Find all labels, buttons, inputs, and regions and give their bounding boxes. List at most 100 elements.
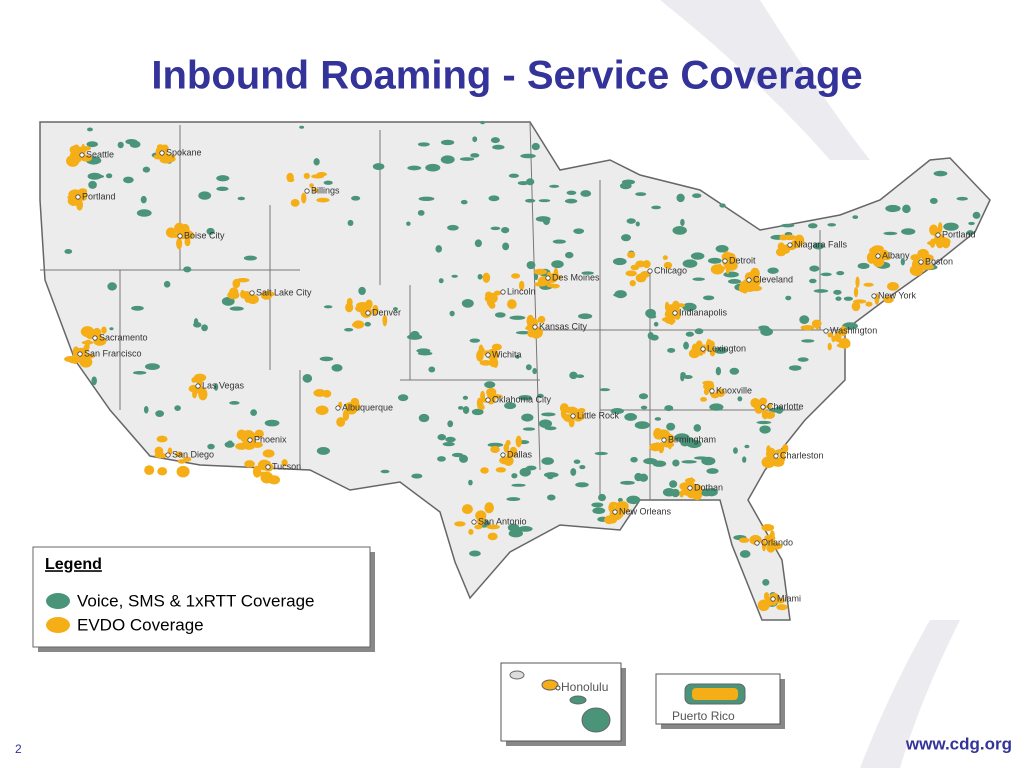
coverage-voice	[694, 456, 709, 460]
coverage-evdo	[476, 350, 484, 362]
coverage-evdo	[649, 442, 662, 452]
coverage-evdo	[486, 503, 493, 509]
coverage-evdo	[490, 445, 500, 454]
coverage-evdo	[176, 237, 183, 250]
coverage-evdo	[766, 445, 771, 455]
coverage-voice	[490, 137, 500, 144]
coverage-evdo	[775, 597, 786, 604]
coverage-voice	[610, 408, 624, 415]
coverage-evdo	[533, 282, 547, 287]
coverage-evdo	[309, 183, 314, 188]
city-dot	[532, 324, 538, 330]
coverage-evdo	[716, 389, 724, 396]
coverage-voice	[142, 166, 151, 173]
coverage-voice	[666, 422, 676, 431]
coverage-voice	[213, 383, 219, 391]
coverage-evdo	[244, 460, 255, 468]
coverage-voice	[488, 195, 500, 202]
coverage-evdo	[663, 261, 673, 269]
coverage-voice	[163, 280, 171, 288]
coverage-voice	[494, 312, 506, 318]
coverage-evdo	[372, 304, 379, 316]
coverage-evdo	[533, 268, 548, 275]
city-label: Charleston	[780, 450, 824, 460]
coverage-voice	[474, 239, 482, 248]
coverage-evdo	[664, 301, 670, 312]
coverage-voice	[490, 226, 501, 231]
coverage-voice	[635, 221, 640, 227]
coverage-evdo	[764, 534, 776, 542]
city-dot	[485, 397, 491, 403]
page-number: 2	[15, 742, 22, 756]
coverage-evdo	[313, 389, 326, 397]
coverage-voice	[598, 493, 606, 502]
city-dot	[555, 685, 561, 691]
coverage-voice	[440, 155, 455, 164]
city-dot	[722, 258, 728, 264]
coverage-voice	[477, 273, 483, 280]
coverage-evdo	[73, 347, 88, 355]
coverage-evdo	[831, 335, 836, 343]
coverage-evdo	[290, 198, 300, 207]
coverage-voice	[459, 454, 468, 463]
legend-swatch	[46, 617, 70, 633]
coverage-evdo	[227, 290, 240, 300]
coverage-voice	[694, 328, 704, 335]
coverage-voice	[756, 420, 772, 425]
city-label: Birmingham	[668, 434, 716, 444]
coverage-evdo	[486, 292, 498, 304]
coverage-evdo	[482, 272, 491, 283]
coverage-voice	[392, 307, 398, 311]
coverage-evdo	[855, 276, 860, 288]
coverage-evdo	[165, 154, 176, 160]
coverage-evdo	[814, 321, 820, 330]
coverage-voice	[144, 363, 160, 371]
city-dot	[875, 253, 881, 259]
city-dot	[787, 242, 793, 248]
coverage-evdo	[303, 172, 310, 180]
coverage-voice	[123, 176, 134, 184]
coverage-voice	[713, 346, 728, 354]
coverage-evdo	[491, 343, 502, 351]
coverage-voice	[319, 356, 334, 362]
city-dot	[500, 289, 506, 295]
coverage-evdo	[503, 455, 514, 466]
coverage-voice	[551, 260, 564, 269]
coverage-voice	[417, 142, 430, 147]
coverage-voice	[532, 367, 537, 375]
coverage-evdo	[851, 301, 861, 312]
coverage-evdo	[194, 377, 203, 384]
city-label: Detroit	[729, 255, 756, 265]
city-dot	[570, 413, 576, 419]
city-label: Dallas	[507, 449, 533, 459]
city-label: Boise City	[184, 230, 225, 240]
coverage-evdo	[174, 222, 185, 234]
coverage-voice	[575, 482, 589, 488]
coverage-evdo	[511, 273, 521, 279]
legend: Legend Voice, SMS & 1xRTT Coverage EVDO …	[32, 546, 375, 652]
coverage-voice	[64, 248, 73, 254]
coverage-voice	[351, 195, 361, 201]
coverage-voice	[664, 405, 674, 412]
coverage-evdo	[281, 459, 288, 467]
coverage-voice	[651, 205, 661, 210]
coverage-voice	[968, 221, 975, 226]
coverage-evdo	[487, 532, 498, 541]
coverage-voice	[552, 239, 567, 244]
coverage-evdo	[475, 510, 487, 521]
coverage-evdo	[479, 359, 492, 366]
city-dot	[687, 485, 693, 491]
coverage-evdo	[679, 490, 684, 498]
coverage-evdo	[537, 315, 546, 324]
coverage-voice	[573, 228, 585, 234]
coverage-voice	[509, 315, 526, 320]
coverage-evdo	[615, 501, 629, 512]
city-dot	[79, 152, 85, 158]
coverage-voice	[407, 334, 423, 340]
city-label: Sacramento	[99, 332, 148, 342]
coverage-evdo	[883, 296, 894, 304]
coverage-evdo	[777, 242, 785, 251]
city-label: San Antonio	[478, 516, 527, 526]
coverage-voice	[323, 180, 333, 185]
coverage-voice	[407, 165, 422, 171]
